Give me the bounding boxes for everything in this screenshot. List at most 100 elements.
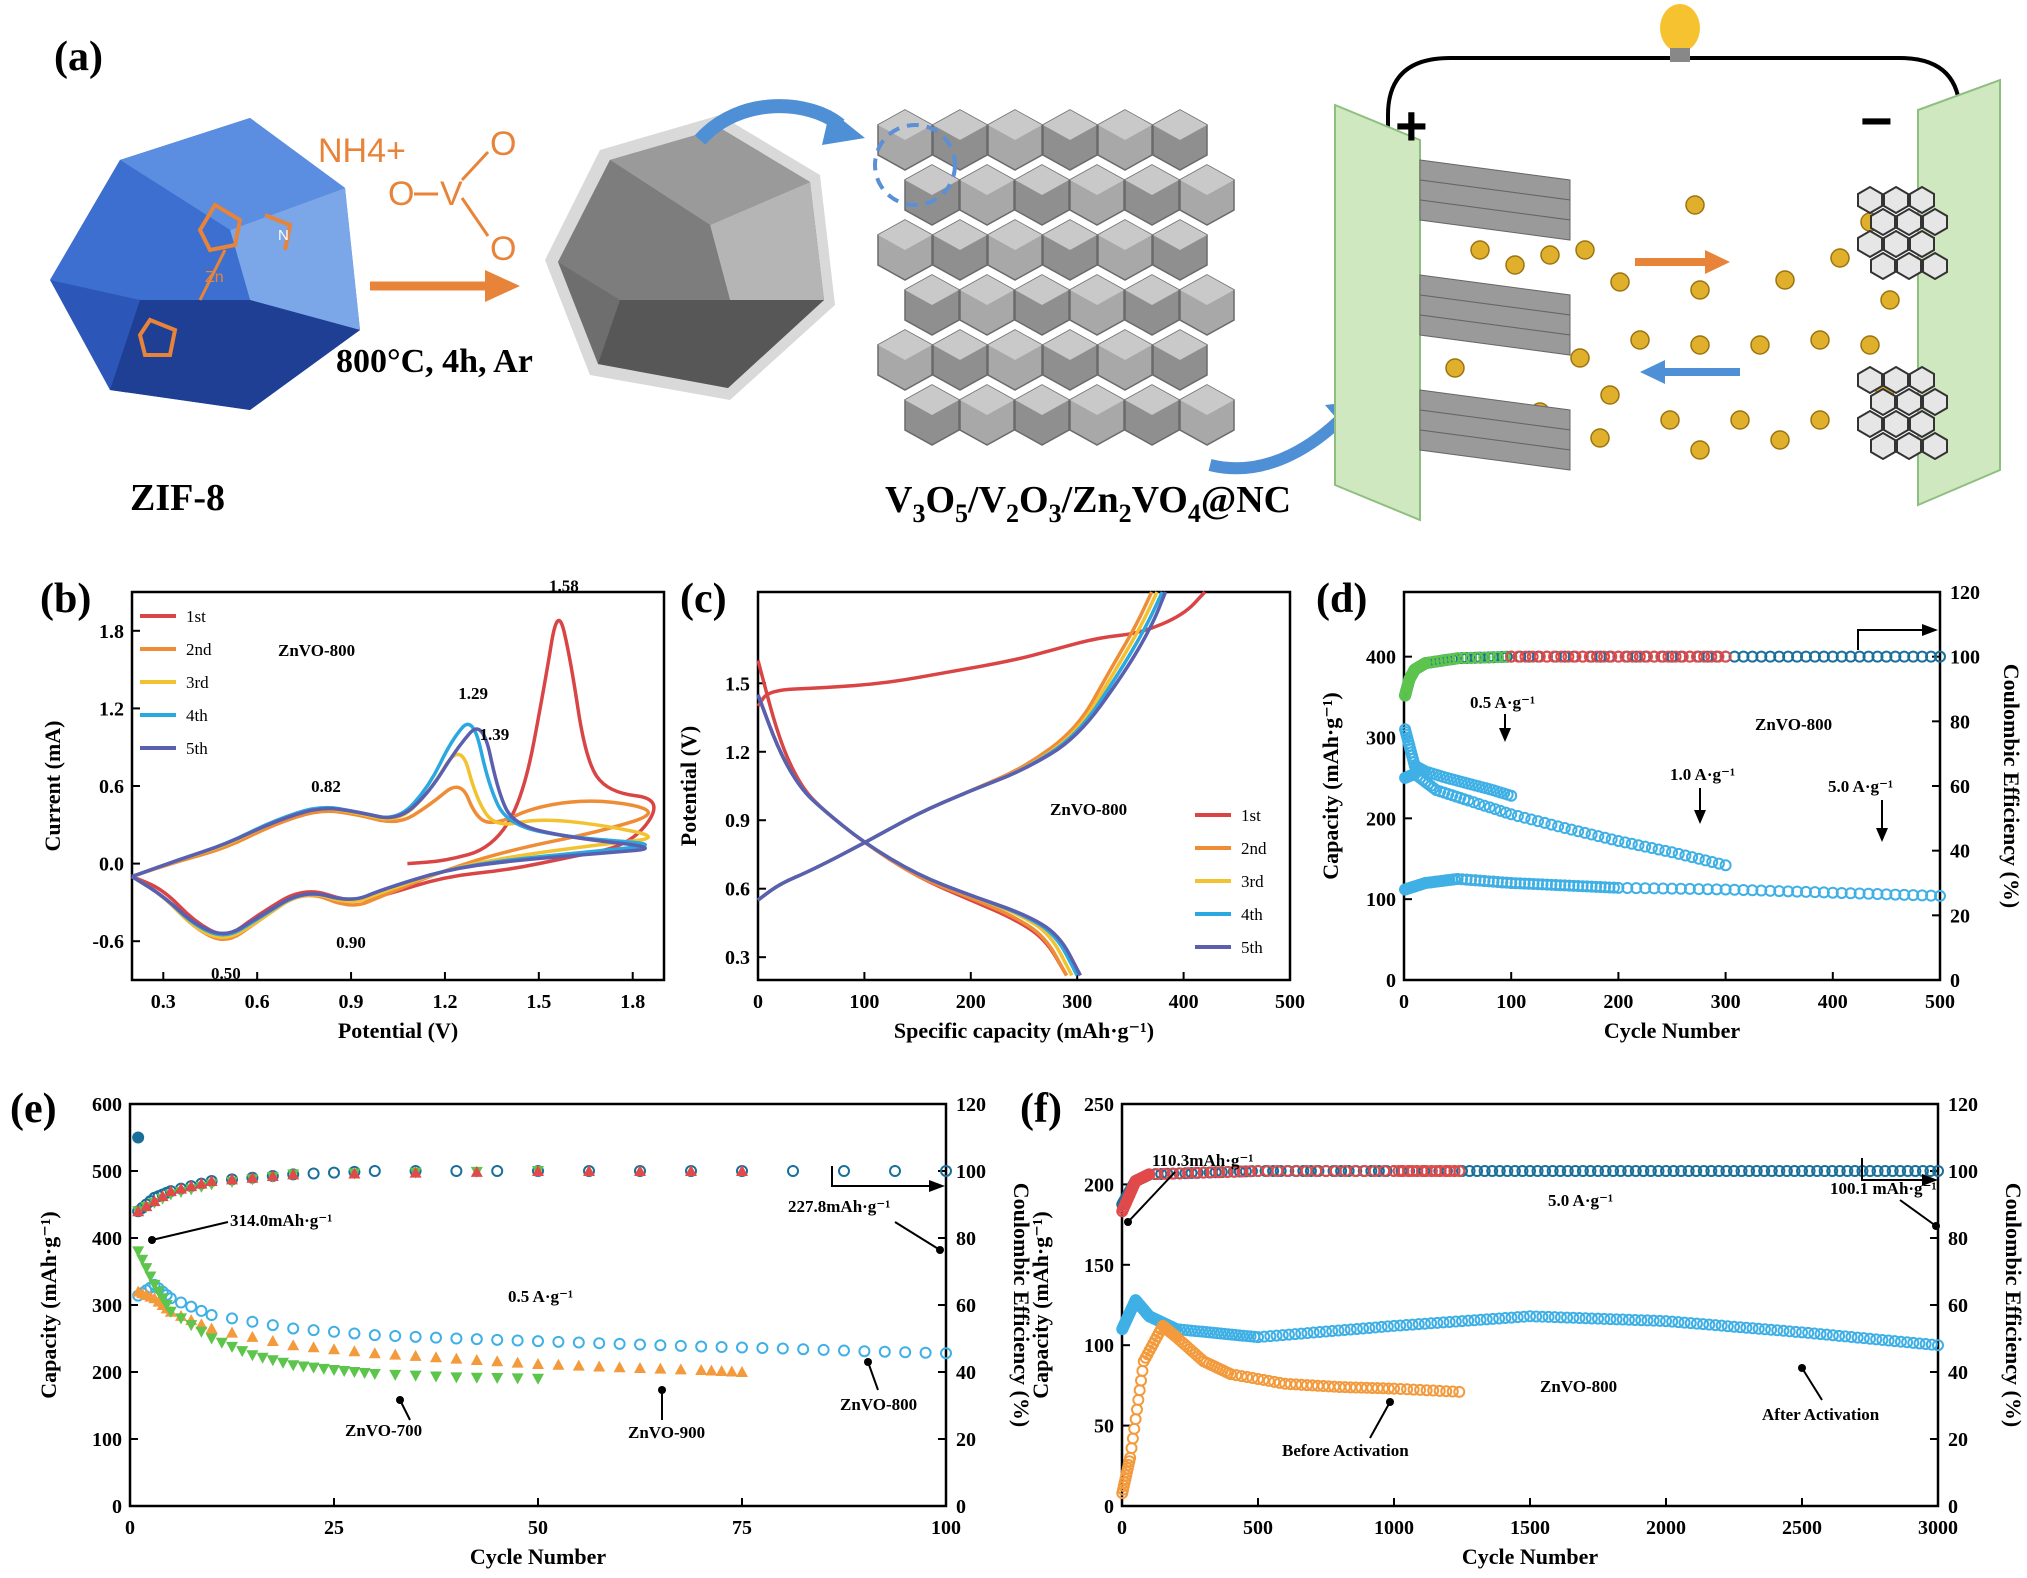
- data-point: [1496, 876, 1509, 889]
- plot-frame: [756, 590, 1292, 982]
- data-point: [1782, 650, 1795, 663]
- data-point: [511, 1334, 524, 1347]
- data-point: [1925, 889, 1938, 902]
- data-point: [1833, 1329, 1846, 1342]
- data-point: [1924, 1165, 1937, 1177]
- data-point: [266, 1319, 279, 1332]
- data-point: [1486, 1165, 1499, 1177]
- data-point: [1381, 1320, 1394, 1333]
- data-point: [1705, 650, 1718, 663]
- data-point: [1420, 1384, 1433, 1397]
- data-point: [756, 1342, 769, 1355]
- anode-hex: [1883, 409, 1909, 439]
- data-point: [1505, 789, 1518, 802]
- data-point: [1563, 879, 1576, 892]
- data-point: [1540, 878, 1553, 891]
- data-point: [246, 1350, 259, 1362]
- data-point: [736, 1341, 748, 1354]
- data-point: [1796, 1326, 1808, 1339]
- data-point: [307, 1324, 320, 1337]
- hex-facet: [1153, 330, 1207, 360]
- panel-f-label: (f): [1020, 1086, 1062, 1132]
- data-point: [1721, 1320, 1734, 1333]
- data-point: [1780, 1165, 1793, 1177]
- annotation-arrow: [894, 1221, 941, 1251]
- data-point: [1540, 650, 1553, 663]
- data-point: [1603, 881, 1616, 894]
- data-point: [1458, 652, 1471, 665]
- data-point: [152, 1286, 165, 1298]
- hex-facet: [1098, 110, 1152, 140]
- data-point: [1427, 1384, 1440, 1397]
- data-point: [470, 1165, 483, 1177]
- data-point: [736, 1366, 748, 1377]
- data-point: [1465, 651, 1477, 664]
- zif8-label: ZIF-8: [130, 477, 225, 519]
- data-point: [491, 1355, 504, 1367]
- y2-axis-title: Coulombic Efficiency (%): [2001, 1183, 2026, 1427]
- y-tick-label: 50: [1094, 1416, 1114, 1438]
- data-point: [1791, 885, 1804, 898]
- charge-arrow-icon: [1705, 250, 1730, 274]
- data-point: [1130, 1403, 1143, 1416]
- data-point: [1833, 1165, 1846, 1177]
- data-point: [817, 1343, 830, 1356]
- data-point: [1129, 1413, 1142, 1426]
- data-point: [1826, 650, 1839, 663]
- y2-tick-label: 120: [1948, 1094, 1978, 1116]
- chart-f-long-cycling: 0 500 1000 1500 2000 2500 3000050100150200250C…: [1028, 1094, 2026, 1569]
- gcd-curve-8: [756, 694, 1079, 977]
- anode-hex: [1857, 229, 1883, 259]
- legend-label: 3rd: [1241, 872, 1264, 891]
- x-axis-title: Specific capacity (mAh·g⁻¹): [894, 1018, 1154, 1043]
- data-point: [1197, 1166, 1210, 1179]
- data-point: [1126, 1432, 1139, 1445]
- data-point: [1480, 1313, 1493, 1326]
- data-point: [1660, 1315, 1672, 1328]
- product-cluster: [877, 109, 1235, 446]
- anode-hex: [1857, 365, 1883, 395]
- arrow-head-icon: [1922, 1174, 1938, 1186]
- data-point: [132, 1205, 145, 1217]
- data-point: [1558, 822, 1571, 835]
- data-point: [593, 1360, 606, 1372]
- data-point: [470, 1372, 483, 1384]
- data-point: [409, 1370, 422, 1382]
- data-point: [430, 1351, 442, 1363]
- data-point: [1657, 882, 1670, 895]
- cathode-sheet: [1419, 314, 1571, 356]
- data-point: [1267, 1165, 1280, 1177]
- data-point: [532, 1165, 544, 1176]
- data-point: [1320, 1325, 1332, 1338]
- data-point: [307, 1167, 320, 1180]
- data-point: [1648, 882, 1661, 895]
- data-point: [1705, 1165, 1718, 1177]
- peak-label: 0.82: [311, 777, 341, 796]
- y-tick-label: 400: [92, 1228, 122, 1250]
- condition-label: 800°C, 4h, Ar: [336, 343, 533, 380]
- y-tick-label: 0.3: [725, 947, 750, 969]
- hex-facet: [988, 330, 1042, 360]
- y-tick-label: 200: [1084, 1174, 1114, 1196]
- data-point: [1453, 1385, 1466, 1398]
- hex-facet: [960, 165, 1014, 195]
- data-point: [1569, 650, 1582, 663]
- data-point: [1934, 650, 1946, 663]
- data-point: [613, 1361, 626, 1373]
- annotation-arrow: [151, 1221, 229, 1241]
- data-point: [1818, 1165, 1831, 1177]
- data-point: [1304, 1165, 1317, 1177]
- data-point: [1703, 1318, 1716, 1331]
- chart-b-cv: 0.3 0.6 0.9 1.2 1.5 1.8 -0.6 0.0 0.6 1.2 1.8 Potent…: [40, 577, 666, 1043]
- data-point: [1282, 1328, 1295, 1341]
- data-point: [1518, 877, 1531, 890]
- data-point: [1572, 825, 1585, 838]
- gcd-curve-1: [756, 590, 1207, 708]
- cv-curve-5: [131, 727, 647, 936]
- data-point: [1630, 882, 1643, 895]
- data-point: [368, 1347, 381, 1359]
- plot-frame: [130, 590, 666, 982]
- data-point: [491, 1333, 504, 1346]
- data-point: [1491, 651, 1504, 664]
- y2-tick-label: 40: [1948, 1362, 1968, 1384]
